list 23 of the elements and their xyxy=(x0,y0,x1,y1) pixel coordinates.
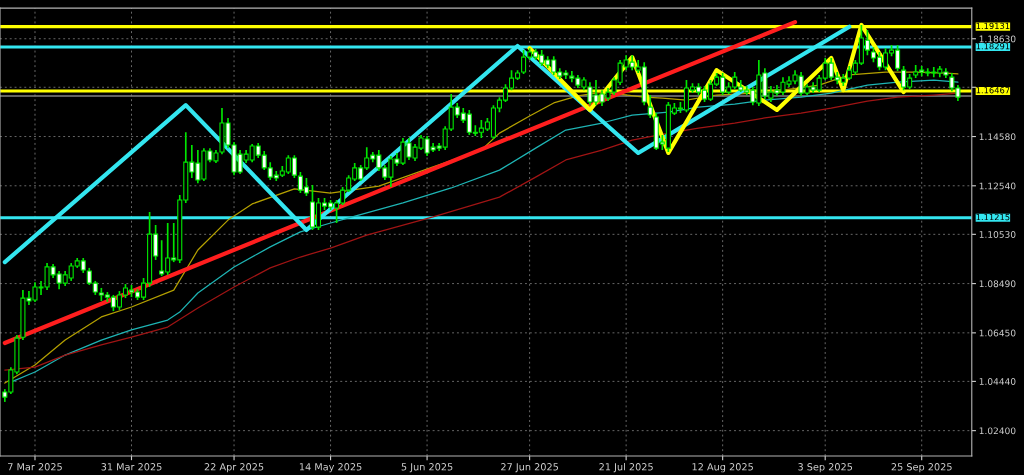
y-tick-label: 1.06450 xyxy=(979,329,1016,337)
x-tick-label: 14 May 2025 xyxy=(299,463,362,473)
x-tick-label: 12 Aug 2025 xyxy=(692,463,753,473)
ref-line-label: 1.16467 xyxy=(976,87,1010,94)
x-tick-label: 25 Sep 2025 xyxy=(891,463,952,473)
x-tick-label: 27 Jun 2025 xyxy=(501,463,559,473)
x-tick-label: 5 Jun 2025 xyxy=(401,463,453,473)
x-tick-label: 3 Sep 2025 xyxy=(798,463,853,473)
x-tick-label: 22 Apr 2025 xyxy=(204,463,264,473)
y-tick-label: 1.10530 xyxy=(979,231,1016,238)
y-tick-label: 1.02400 xyxy=(979,427,1016,435)
ref-line-label: 1.18291 xyxy=(976,43,1010,50)
x-tick-label: 21 Jul 2025 xyxy=(599,462,653,473)
y-tick-label: 1.04440 xyxy=(979,378,1016,385)
x-tick-label: 31 Mar 2025 xyxy=(101,463,162,471)
ref-line-label: 1.19131 xyxy=(976,22,1010,30)
ref-line-label: 1.11215 xyxy=(976,213,1010,221)
y-tick-label: 1.08490 xyxy=(979,280,1016,288)
y-tick-label: 1.14580 xyxy=(979,133,1016,141)
x-tick-label: 7 Mar 2025 xyxy=(8,463,62,471)
y-tick-label: 1.18630 xyxy=(979,35,1016,43)
candlestick xyxy=(647,94,653,119)
y-tick-label: 1.12540 xyxy=(979,182,1016,190)
